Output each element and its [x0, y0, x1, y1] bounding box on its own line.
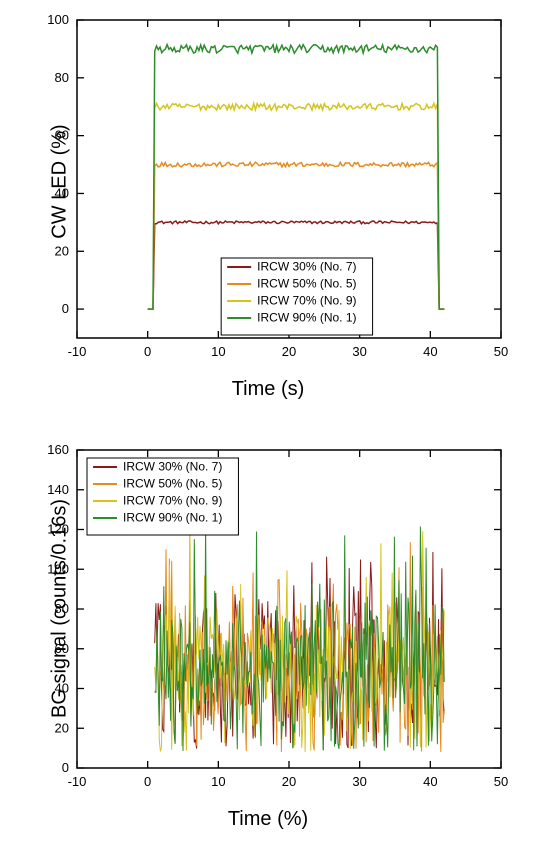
bottom-chart-panel: -1001020304050020406080100120140160IRCW … — [0, 0, 536, 847]
svg-text:160: 160 — [47, 442, 69, 457]
svg-text:IRCW 90% (No. 1): IRCW 90% (No. 1) — [123, 511, 222, 525]
svg-text:IRCW 30% (No. 7): IRCW 30% (No. 7) — [123, 460, 222, 474]
bottom-ylabel: BG signal (counts/0.16s) — [49, 469, 72, 749]
svg-text:0: 0 — [62, 760, 69, 775]
svg-text:50: 50 — [494, 774, 508, 789]
svg-text:40: 40 — [423, 774, 437, 789]
svg-text:20: 20 — [282, 774, 296, 789]
svg-text:IRCW 50% (No. 5): IRCW 50% (No. 5) — [123, 477, 222, 491]
bottom-chart-svg: -1001020304050020406080100120140160IRCW … — [0, 0, 536, 847]
bottom-xlabel: Time (%) — [168, 808, 368, 831]
svg-text:-10: -10 — [68, 774, 87, 789]
svg-text:IRCW 70% (No. 9): IRCW 70% (No. 9) — [123, 494, 222, 508]
svg-text:0: 0 — [144, 774, 151, 789]
svg-text:10: 10 — [211, 774, 225, 789]
svg-text:30: 30 — [352, 774, 366, 789]
